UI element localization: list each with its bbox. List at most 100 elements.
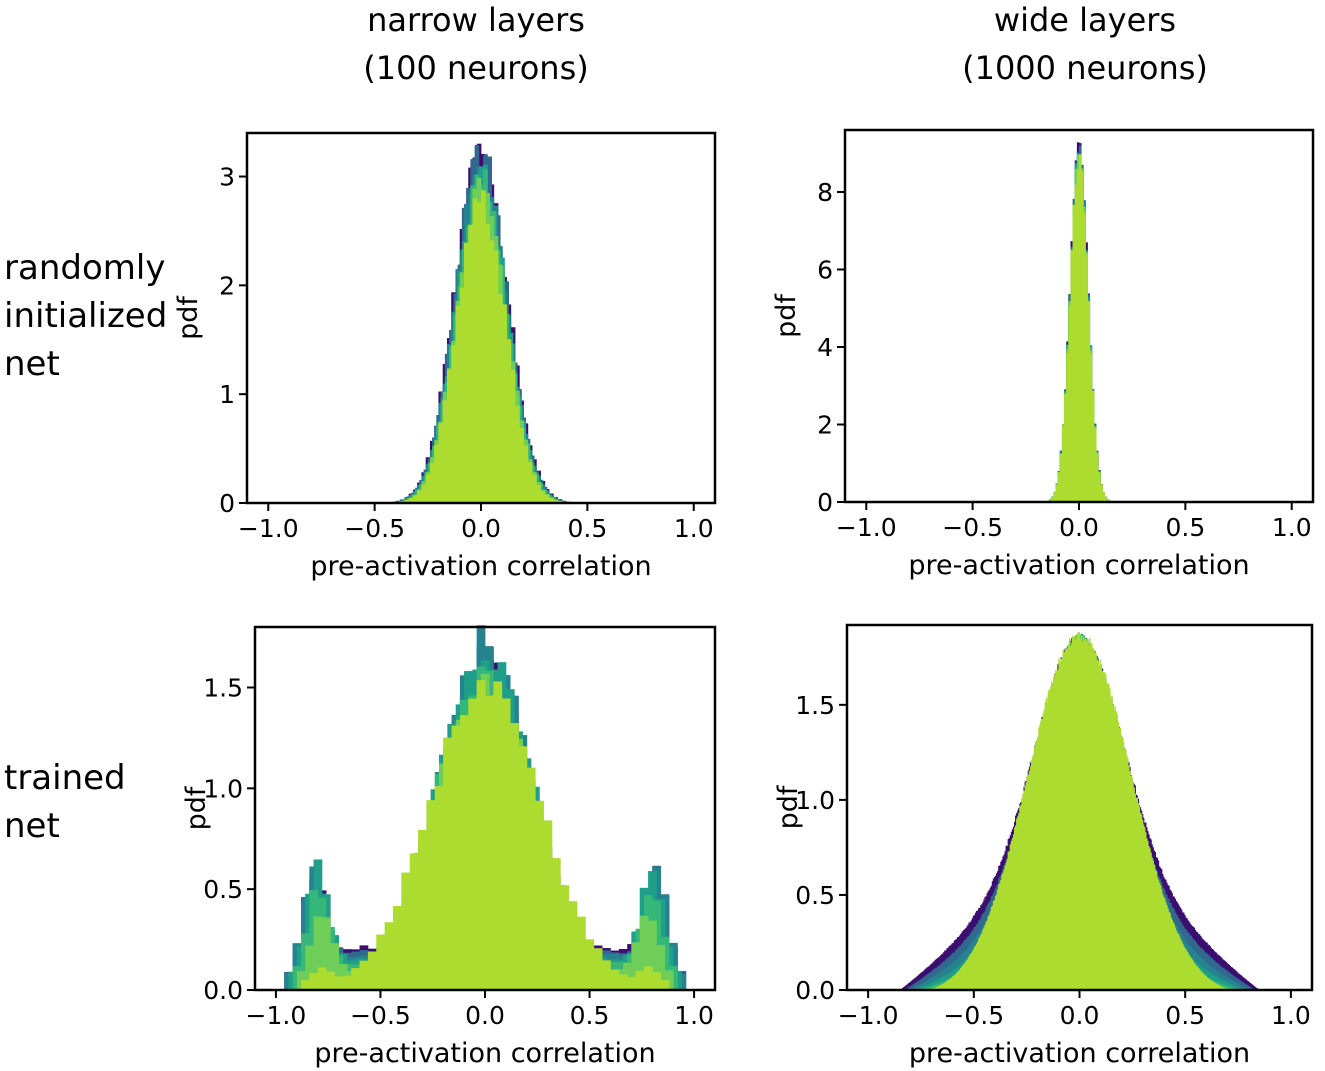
histogram-bar <box>1121 737 1124 990</box>
histogram-bar <box>1104 673 1107 990</box>
histogram-bar <box>334 976 344 990</box>
histogram-bar <box>999 882 1001 990</box>
histogram-bar <box>1183 945 1185 990</box>
histogram-bar <box>1016 818 1018 990</box>
histogram-bar <box>994 895 997 990</box>
histogram-bar <box>1105 681 1108 990</box>
histogram-bar <box>384 922 394 990</box>
histogram-bar <box>1101 670 1104 990</box>
x-tick-label: 1.0 <box>1272 513 1312 542</box>
histogram-bar <box>1248 986 1251 990</box>
histogram-bar <box>1091 643 1093 990</box>
histogram-bar <box>919 987 922 990</box>
histogram-bar <box>527 462 533 503</box>
histogram-bar <box>1221 986 1223 990</box>
histogram-bar <box>964 962 966 990</box>
histogram-bar <box>904 986 906 990</box>
histogram-bar <box>1182 943 1184 990</box>
histogram-bar <box>1143 827 1146 990</box>
histogram-bar <box>442 400 448 503</box>
series-7 <box>301 680 670 990</box>
histogram-bar <box>1195 965 1198 990</box>
histogram-bar <box>459 287 465 503</box>
histogram-bar <box>913 983 916 990</box>
histogram-bar <box>1052 684 1054 990</box>
histogram-bar <box>1076 169 1080 503</box>
y-axis-label: pdf <box>173 295 204 340</box>
histogram-bar <box>907 983 909 990</box>
histogram-bar <box>1098 472 1101 502</box>
y-tick-label: 1.0 <box>795 786 835 815</box>
y-tick-label: 1.0 <box>203 774 243 803</box>
histogram-bar <box>1074 636 1076 990</box>
histogram-bar <box>1072 204 1076 502</box>
histogram-bar <box>944 982 946 990</box>
histogram-bar <box>1152 860 1154 990</box>
histogram-bar <box>532 474 537 503</box>
histogram-bar <box>990 907 993 990</box>
histogram-bar <box>1178 936 1181 990</box>
x-tick-label: 0.0 <box>1059 513 1099 542</box>
column-title-narrow-line2: (100 neurons) <box>363 49 589 87</box>
histogram-bar <box>1230 984 1233 990</box>
histogram-bar <box>1048 689 1051 990</box>
column-title-wide-line1: wide layers <box>993 1 1177 39</box>
histogram-bar <box>1142 824 1145 990</box>
histogram-bar <box>1123 749 1126 990</box>
histogram-bar <box>1154 869 1156 990</box>
histogram-bar <box>1210 980 1213 990</box>
histogram-bar <box>1059 453 1063 502</box>
histogram-bar <box>928 986 930 990</box>
histogram-bar <box>1095 653 1097 990</box>
histogram-bar <box>1090 642 1092 990</box>
histogram-bar <box>1136 797 1139 990</box>
histogram-bar <box>1041 719 1043 990</box>
histogram-bar <box>1033 754 1035 990</box>
x-tick-label: −1.0 <box>246 1001 307 1030</box>
histogram-bar <box>1212 981 1215 990</box>
histogram-bar <box>909 982 911 990</box>
row-title-trained-line2: net <box>4 806 60 846</box>
histogram-bar <box>1244 987 1246 990</box>
histogram-bar <box>1062 649 1065 990</box>
histogram-bar <box>908 982 910 990</box>
histogram-bar <box>1044 702 1047 990</box>
histogram-bar <box>1035 741 1037 990</box>
histogram-bar <box>1162 896 1165 990</box>
histogram-bar <box>412 495 418 503</box>
x-tick-label: −0.5 <box>942 513 1003 542</box>
histogram-bar <box>969 954 972 990</box>
histogram-bar <box>1248 982 1251 990</box>
histogram-bar <box>981 932 983 990</box>
histogram-bar <box>429 462 435 503</box>
histogram-bar <box>1223 987 1225 990</box>
histogram-bar <box>1060 658 1062 990</box>
x-tick-label: −1.0 <box>838 1001 899 1030</box>
histogram-bar <box>1031 756 1034 990</box>
histogram-bar <box>903 987 905 990</box>
x-tick-label: 1.0 <box>674 514 714 543</box>
histogram-bar <box>952 975 955 990</box>
histogram-bar <box>1085 641 1088 990</box>
histogram-bar <box>971 951 974 990</box>
histogram-bar <box>376 934 386 990</box>
histogram-bar <box>1159 885 1162 990</box>
histogram-bar <box>926 987 928 990</box>
histogram-bar <box>1081 641 1084 990</box>
histogram-bar <box>1232 985 1235 990</box>
histogram-bar <box>463 242 469 503</box>
histogram-bar <box>1068 305 1071 502</box>
histogram-bar <box>917 985 920 990</box>
histogram-bar <box>1244 983 1246 990</box>
histogram-bar <box>434 444 439 503</box>
x-tick-label: 0.5 <box>570 1001 610 1030</box>
histogram-bar <box>1056 671 1058 990</box>
histogram-bar <box>923 985 925 990</box>
histogram-bar <box>1201 971 1203 990</box>
histogram-bar <box>510 369 516 503</box>
histogram-bar <box>1223 984 1225 990</box>
y-tick-label: 2 <box>817 411 833 440</box>
histogram-bar <box>493 250 499 503</box>
histogram-bar <box>648 920 657 990</box>
row-title-random-line3: net <box>4 344 60 384</box>
